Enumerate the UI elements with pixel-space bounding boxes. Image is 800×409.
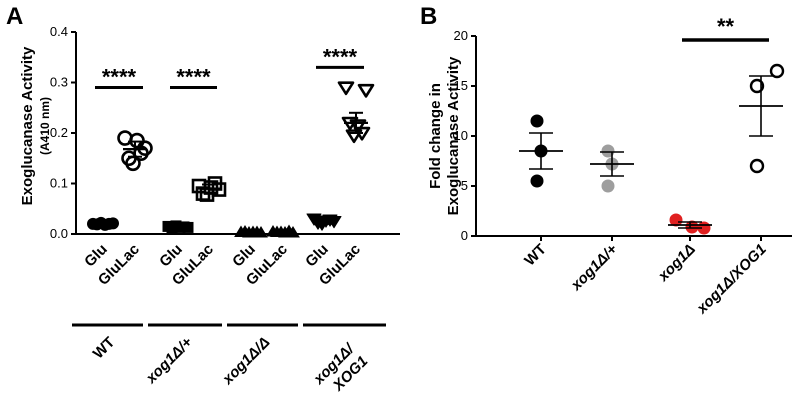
panel-a-y-tick-label: 0.0 xyxy=(50,226,68,241)
panel-b-mean-sem xyxy=(519,75,783,229)
panel-a-significance-label: **** xyxy=(102,65,137,90)
panel-a-group-label: WT xyxy=(90,334,119,363)
panel-b-significance: ** xyxy=(682,14,769,42)
panel-a-y-tick-label: 0.3 xyxy=(50,75,68,90)
panel-b-x-axis xyxy=(476,235,792,241)
panel-a-mean-sem xyxy=(91,111,368,234)
panel-a-points xyxy=(87,81,375,238)
panel-b-y-label: Fold change in Exoglucanase Activity xyxy=(427,56,462,215)
panel-a-data-point xyxy=(357,83,375,98)
panel-a-significance-label: **** xyxy=(323,44,358,69)
panel-b-y-label-line1: Fold change in xyxy=(427,83,444,189)
panel-a-y-tick-label: 0.4 xyxy=(50,24,68,39)
panel-b-data-point xyxy=(530,174,544,188)
panel-b-y-label-line2: Exoglucanase Activity xyxy=(445,56,462,215)
panel-b-y-tick-label: 0 xyxy=(461,228,468,243)
panel-a-y-label-line1: Exoglucanase Activity xyxy=(19,46,36,205)
panel-a-y-label: Exoglucanase Activity (A410 nm) xyxy=(19,46,52,205)
panel-a-y-label-line2: (A410 nm) xyxy=(38,97,52,155)
panel-b-y-tick-label: 15 xyxy=(454,78,468,93)
panel-b-data-point xyxy=(601,144,615,158)
panel-b-data-point xyxy=(769,63,785,79)
panel-a-data-point xyxy=(191,178,207,194)
panel-b-y-axis: 0 5 10 15 20 xyxy=(454,28,477,243)
panel-b: B 0 5 10 15 20 Fold change in Exoglucanase A… xyxy=(420,3,792,318)
panel-b-category-label: xog1Δ xyxy=(654,241,699,286)
panel-b-category-label: xog1Δ/+ xyxy=(567,241,621,295)
panel-a-data-point xyxy=(129,132,145,149)
panel-b-data-point xyxy=(749,158,765,174)
panel-b-category-label: xog1Δ/XOG1 xyxy=(693,241,770,318)
panel-a-y-axis: 0.0 0.1 0.2 0.3 0.4 xyxy=(50,24,77,241)
panel-b-letter: B xyxy=(420,3,437,30)
panel-a-significance: **** **** **** xyxy=(95,44,364,90)
panel-a-letter: A xyxy=(6,3,23,30)
panel-a-y-tick-label: 0.2 xyxy=(50,125,68,140)
panel-a-data-point xyxy=(337,81,355,96)
panel-b-y-tick-label: 5 xyxy=(461,178,468,193)
panel-a-data-point xyxy=(345,129,363,144)
panel-a-group-labels: WT xog1Δ/+ xog1Δ/Δ xog1Δ/XOG1 xyxy=(72,323,386,395)
panel-b-data-point xyxy=(530,114,544,128)
panel-b-points xyxy=(530,63,785,235)
panel-b-y-tick-label: 10 xyxy=(454,128,468,143)
panel-a-data-point xyxy=(349,119,367,134)
panel-b-data-point xyxy=(749,78,765,94)
panel-a-significance-label: **** xyxy=(176,65,211,90)
panel-a-group-label: xog1Δ/+ xyxy=(142,334,196,388)
panel-b-data-point xyxy=(669,213,683,227)
panel-b-category-label: WT xyxy=(521,241,550,270)
panel-a-group-label: xog1Δ/Δ xyxy=(219,334,274,389)
panel-b-y-tick-label: 20 xyxy=(454,28,468,43)
panel-b-data-point xyxy=(601,179,615,193)
panel-b-significance-label: ** xyxy=(717,14,735,39)
panel-a: A 0.0 0.1 0.2 0.3 0.4 Exoglucanase Activity … xyxy=(6,3,400,395)
panel-a-y-tick-label: 0.1 xyxy=(50,176,68,191)
